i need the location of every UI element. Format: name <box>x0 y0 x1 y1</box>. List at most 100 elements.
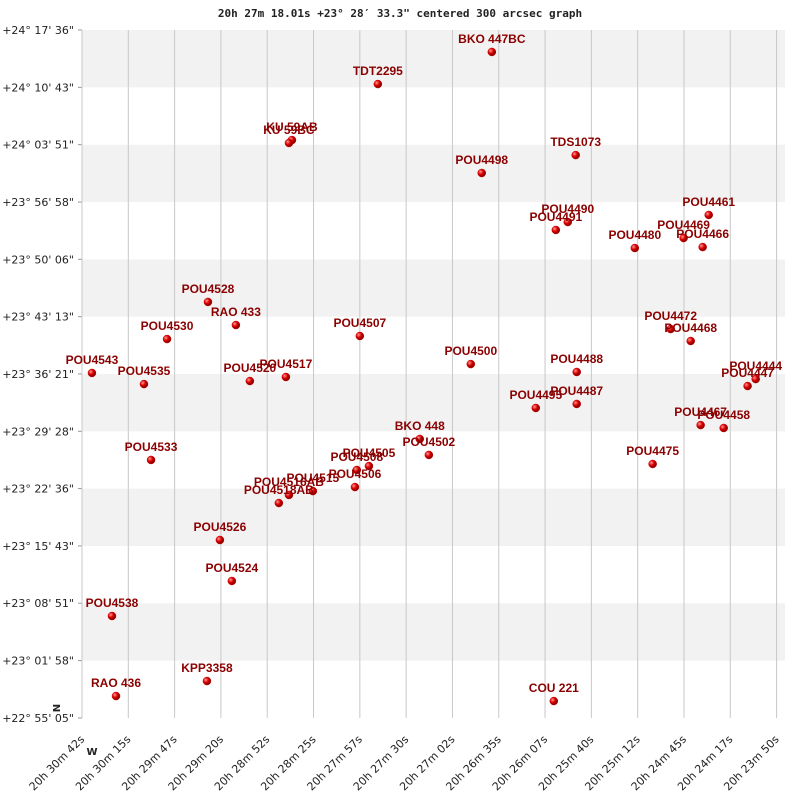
star-point <box>215 535 225 545</box>
star-label: RAO 433 <box>211 305 261 319</box>
star-label: POU4533 <box>125 440 178 454</box>
star-label: POU4490 <box>541 202 594 216</box>
star-label: POU4508 <box>330 450 383 464</box>
star-point <box>487 47 497 57</box>
star-label: POU4515 <box>287 471 340 485</box>
star-label: POU4530 <box>141 319 194 333</box>
star-label: KPP3358 <box>181 661 233 675</box>
star-label: POU4447 <box>721 366 774 380</box>
star-point <box>274 498 284 508</box>
star-label: COU 221 <box>529 681 579 695</box>
grid-band <box>82 30 785 88</box>
star-label: POU4518AB <box>244 483 314 497</box>
star-point <box>477 168 486 178</box>
star-label: POU4444 <box>729 359 782 373</box>
star-label: POU4507 <box>333 316 386 330</box>
star-point <box>355 331 365 341</box>
grid-band <box>82 488 785 546</box>
compass-north: N <box>52 704 63 712</box>
star-label: POU4543 <box>66 353 119 367</box>
star-point <box>373 79 383 89</box>
y-tick-label: +23° 56' 58" <box>2 196 74 209</box>
star-point <box>679 233 688 243</box>
star-label: POU4495 <box>509 388 562 402</box>
star-label: POU4491 <box>529 210 582 224</box>
star-point <box>531 403 541 413</box>
star-label: KU 59AB <box>266 120 318 134</box>
star-label: POU4466 <box>676 227 729 241</box>
star-point <box>146 455 156 465</box>
star-point <box>424 450 434 460</box>
star-label: POU4480 <box>608 228 661 242</box>
star-point <box>571 150 580 160</box>
star-label: POU4458 <box>697 408 750 422</box>
grid-band <box>82 144 785 203</box>
star-point <box>107 611 117 621</box>
star-point <box>87 368 97 378</box>
star-label: POU4468 <box>664 321 717 335</box>
star-label: POU4469 <box>657 218 710 232</box>
star-point <box>364 461 374 471</box>
star-point <box>630 243 640 253</box>
star-label: TDS1073 <box>550 135 601 149</box>
star-label: BKO 447BC <box>458 32 526 46</box>
star-label: POU4502 <box>403 435 456 449</box>
y-tick-label: +24° 03' 51" <box>2 139 74 152</box>
star-point <box>572 399 581 409</box>
star-point <box>704 210 713 220</box>
star-label: POU4461 <box>682 195 735 209</box>
star-label: TDT2295 <box>353 64 403 78</box>
star-point <box>245 376 255 386</box>
star-point <box>466 359 476 369</box>
star-label: POU4472 <box>644 309 697 323</box>
star-point <box>751 374 760 384</box>
star-point <box>686 336 695 346</box>
star-point <box>696 420 705 430</box>
star-point <box>719 423 728 433</box>
star-point <box>350 482 360 492</box>
star-label: POU4475 <box>626 444 679 458</box>
grid-band <box>82 87 785 145</box>
star-point <box>551 225 561 235</box>
star-point <box>572 367 581 377</box>
y-tick-label: +24° 17' 36" <box>2 24 74 37</box>
y-tick-label: +23° 15' 43" <box>2 540 74 553</box>
star-label: POU4526 <box>194 520 247 534</box>
grid-band <box>82 660 785 718</box>
star-label: POU4520 <box>224 361 277 375</box>
star-label: POU4524 <box>206 561 259 575</box>
grid-band <box>82 431 785 489</box>
star-point <box>666 324 675 334</box>
star-point <box>231 320 241 330</box>
star-point <box>698 242 707 252</box>
star-label: POU4505 <box>343 446 396 460</box>
grid-band <box>82 373 785 432</box>
star-point <box>284 138 294 148</box>
star-point <box>284 490 294 500</box>
y-tick-label: +23° 50' 06" <box>2 253 74 266</box>
star-point <box>202 676 212 686</box>
compass-west: W <box>86 747 97 758</box>
star-label: POU4500 <box>444 344 497 358</box>
grid-band <box>82 545 785 604</box>
star-point <box>308 486 318 496</box>
star-point <box>648 459 657 469</box>
y-tick-label: +23° 08' 51" <box>2 597 74 610</box>
y-tick-label: +23° 43' 13" <box>2 311 74 324</box>
star-label: POU4487 <box>550 384 603 398</box>
star-label: RAO 436 <box>91 676 141 690</box>
grid-band <box>82 202 785 260</box>
star-label: POU4517 <box>260 357 313 371</box>
y-tick-label: +23° 29' 28" <box>2 425 74 438</box>
star-point <box>549 696 559 706</box>
y-tick-label: +23° 22' 36" <box>2 483 74 496</box>
star-point <box>203 297 213 307</box>
y-tick-label: +22° 55' 05" <box>2 712 74 725</box>
star-label: POU4467 <box>674 405 727 419</box>
star-point <box>281 372 291 382</box>
star-label: POU4516AB <box>254 475 324 489</box>
star-point <box>162 334 172 344</box>
star-label: POU4488 <box>550 352 603 366</box>
